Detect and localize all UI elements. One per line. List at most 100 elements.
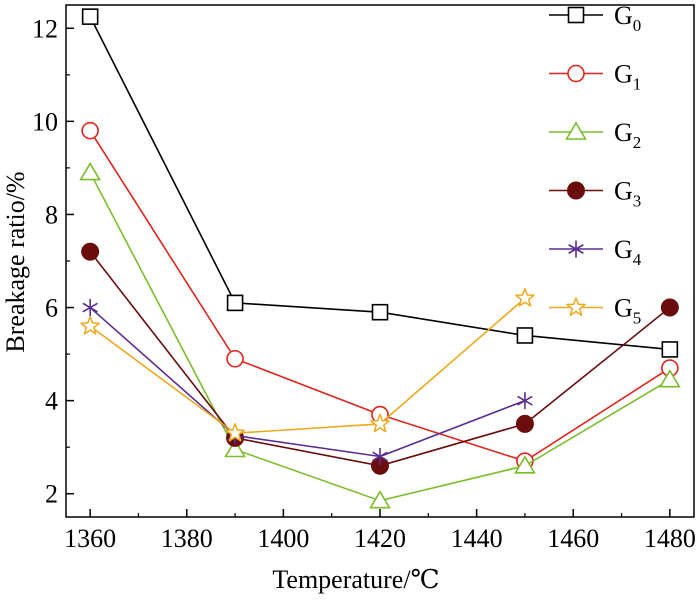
triangle-marker-shape <box>658 369 681 388</box>
x-tick-label: 1440 <box>451 524 503 553</box>
data-point-g2 <box>79 161 102 181</box>
legend-label-main: G <box>614 60 633 89</box>
series-line-g5 <box>89 297 526 435</box>
legend-label-main: G <box>614 1 633 30</box>
legend-item-g0: G0 <box>549 1 641 35</box>
legend-label-subscript: 4 <box>633 250 642 269</box>
data-point-g2 <box>514 455 536 474</box>
legend-label: G4 <box>614 235 642 269</box>
legend-marker <box>565 121 587 140</box>
series-g5 <box>80 287 535 442</box>
legend-label-subscript: 3 <box>633 192 642 211</box>
legend-label: G1 <box>614 60 641 94</box>
y-axis-title: Breakage ratio/% <box>1 171 30 352</box>
triangle-marker-shape <box>514 455 536 474</box>
legend-label-main: G <box>614 118 633 147</box>
asterisk-marker-stroke <box>372 451 388 462</box>
filled-circle-marker-shape <box>567 181 585 200</box>
star-marker-shape <box>566 297 586 316</box>
data-point-g3 <box>515 414 534 433</box>
series-line-g4 <box>89 306 526 458</box>
legend-item-g3: G3 <box>549 177 641 211</box>
legend-label: G2 <box>614 118 641 152</box>
legend-label-main: G <box>614 294 633 323</box>
data-point-g4 <box>517 392 533 410</box>
legend-marker <box>567 6 585 24</box>
data-point-g0 <box>81 8 99 25</box>
filled-circle-marker-shape <box>81 242 100 261</box>
star-marker-shape <box>515 287 535 307</box>
series-g0 <box>81 8 679 358</box>
square-marker-shape <box>516 327 534 344</box>
square-marker-shape <box>371 303 389 321</box>
data-point-g2 <box>658 369 681 388</box>
series-g3 <box>81 242 679 475</box>
series-g2 <box>79 161 681 509</box>
y-tick-label: 2 <box>45 480 58 509</box>
legend-label-subscript: 2 <box>633 133 642 152</box>
data-point-g5 <box>225 422 245 442</box>
data-point-g1 <box>81 121 99 140</box>
data-point-g0 <box>371 303 389 321</box>
y-tick-label: 8 <box>45 200 58 229</box>
filled-circle-marker-shape <box>660 298 679 317</box>
star-marker-shape <box>225 422 245 442</box>
x-tick-label: 1460 <box>547 524 599 553</box>
x-tick-label: 1420 <box>354 524 406 553</box>
plot-frame <box>65 4 695 518</box>
legend-item-g1: G1 <box>549 60 641 94</box>
legend-marker <box>568 240 584 258</box>
data-point-g0 <box>516 327 534 344</box>
legend-item-g4: G4 <box>549 235 642 269</box>
square-marker-shape <box>567 6 585 24</box>
x-axis-title: Temperature/℃ <box>272 565 439 594</box>
legend-label-main: G <box>614 177 633 206</box>
legend-item-g5: G5 <box>549 294 641 328</box>
legend-label-subscript: 5 <box>633 309 642 328</box>
square-marker-shape <box>81 8 99 25</box>
legend-marker <box>567 64 585 83</box>
circle-marker-shape <box>567 64 585 83</box>
triangle-marker-shape <box>565 121 587 140</box>
legend-marker <box>566 297 586 316</box>
y-tick-label: 4 <box>45 387 58 416</box>
star-marker-shape <box>370 413 390 433</box>
x-tick-label: 1480 <box>644 524 696 553</box>
triangle-marker-shape <box>79 161 102 181</box>
y-tick-label: 6 <box>45 294 58 323</box>
series-layer <box>79 8 681 509</box>
data-point-g2 <box>369 490 391 509</box>
data-point-g0 <box>661 341 679 358</box>
legend-label: G0 <box>614 1 641 35</box>
data-point-g4 <box>82 299 98 317</box>
data-point-g3 <box>81 242 100 261</box>
x-tick-label: 1360 <box>64 524 116 553</box>
data-point-g5 <box>515 287 535 307</box>
data-point-g3 <box>660 298 679 317</box>
data-point-g1 <box>226 349 244 368</box>
y-tick-label: 10 <box>32 107 58 136</box>
legend-marker <box>567 181 585 200</box>
legend-item-g2: G2 <box>549 118 641 152</box>
square-marker-shape <box>661 341 679 358</box>
series-g4 <box>82 299 533 465</box>
legend-label-main: G <box>614 235 633 264</box>
asterisk-marker-stroke <box>517 395 533 406</box>
legend-label-subscript: 1 <box>633 75 642 94</box>
series-line-g3 <box>89 251 671 467</box>
series-line-g0 <box>89 16 670 351</box>
data-point-g4 <box>372 447 388 465</box>
filled-circle-marker-shape <box>515 414 534 433</box>
triangle-marker-shape <box>369 490 391 509</box>
asterisk-marker-stroke <box>82 302 98 313</box>
circle-marker-shape <box>226 349 244 368</box>
x-tick-label: 1380 <box>161 524 213 553</box>
asterisk-marker-stroke <box>568 244 584 254</box>
circle-marker-shape <box>81 121 99 140</box>
data-point-g0 <box>226 294 244 312</box>
legend-label: G3 <box>614 177 641 211</box>
